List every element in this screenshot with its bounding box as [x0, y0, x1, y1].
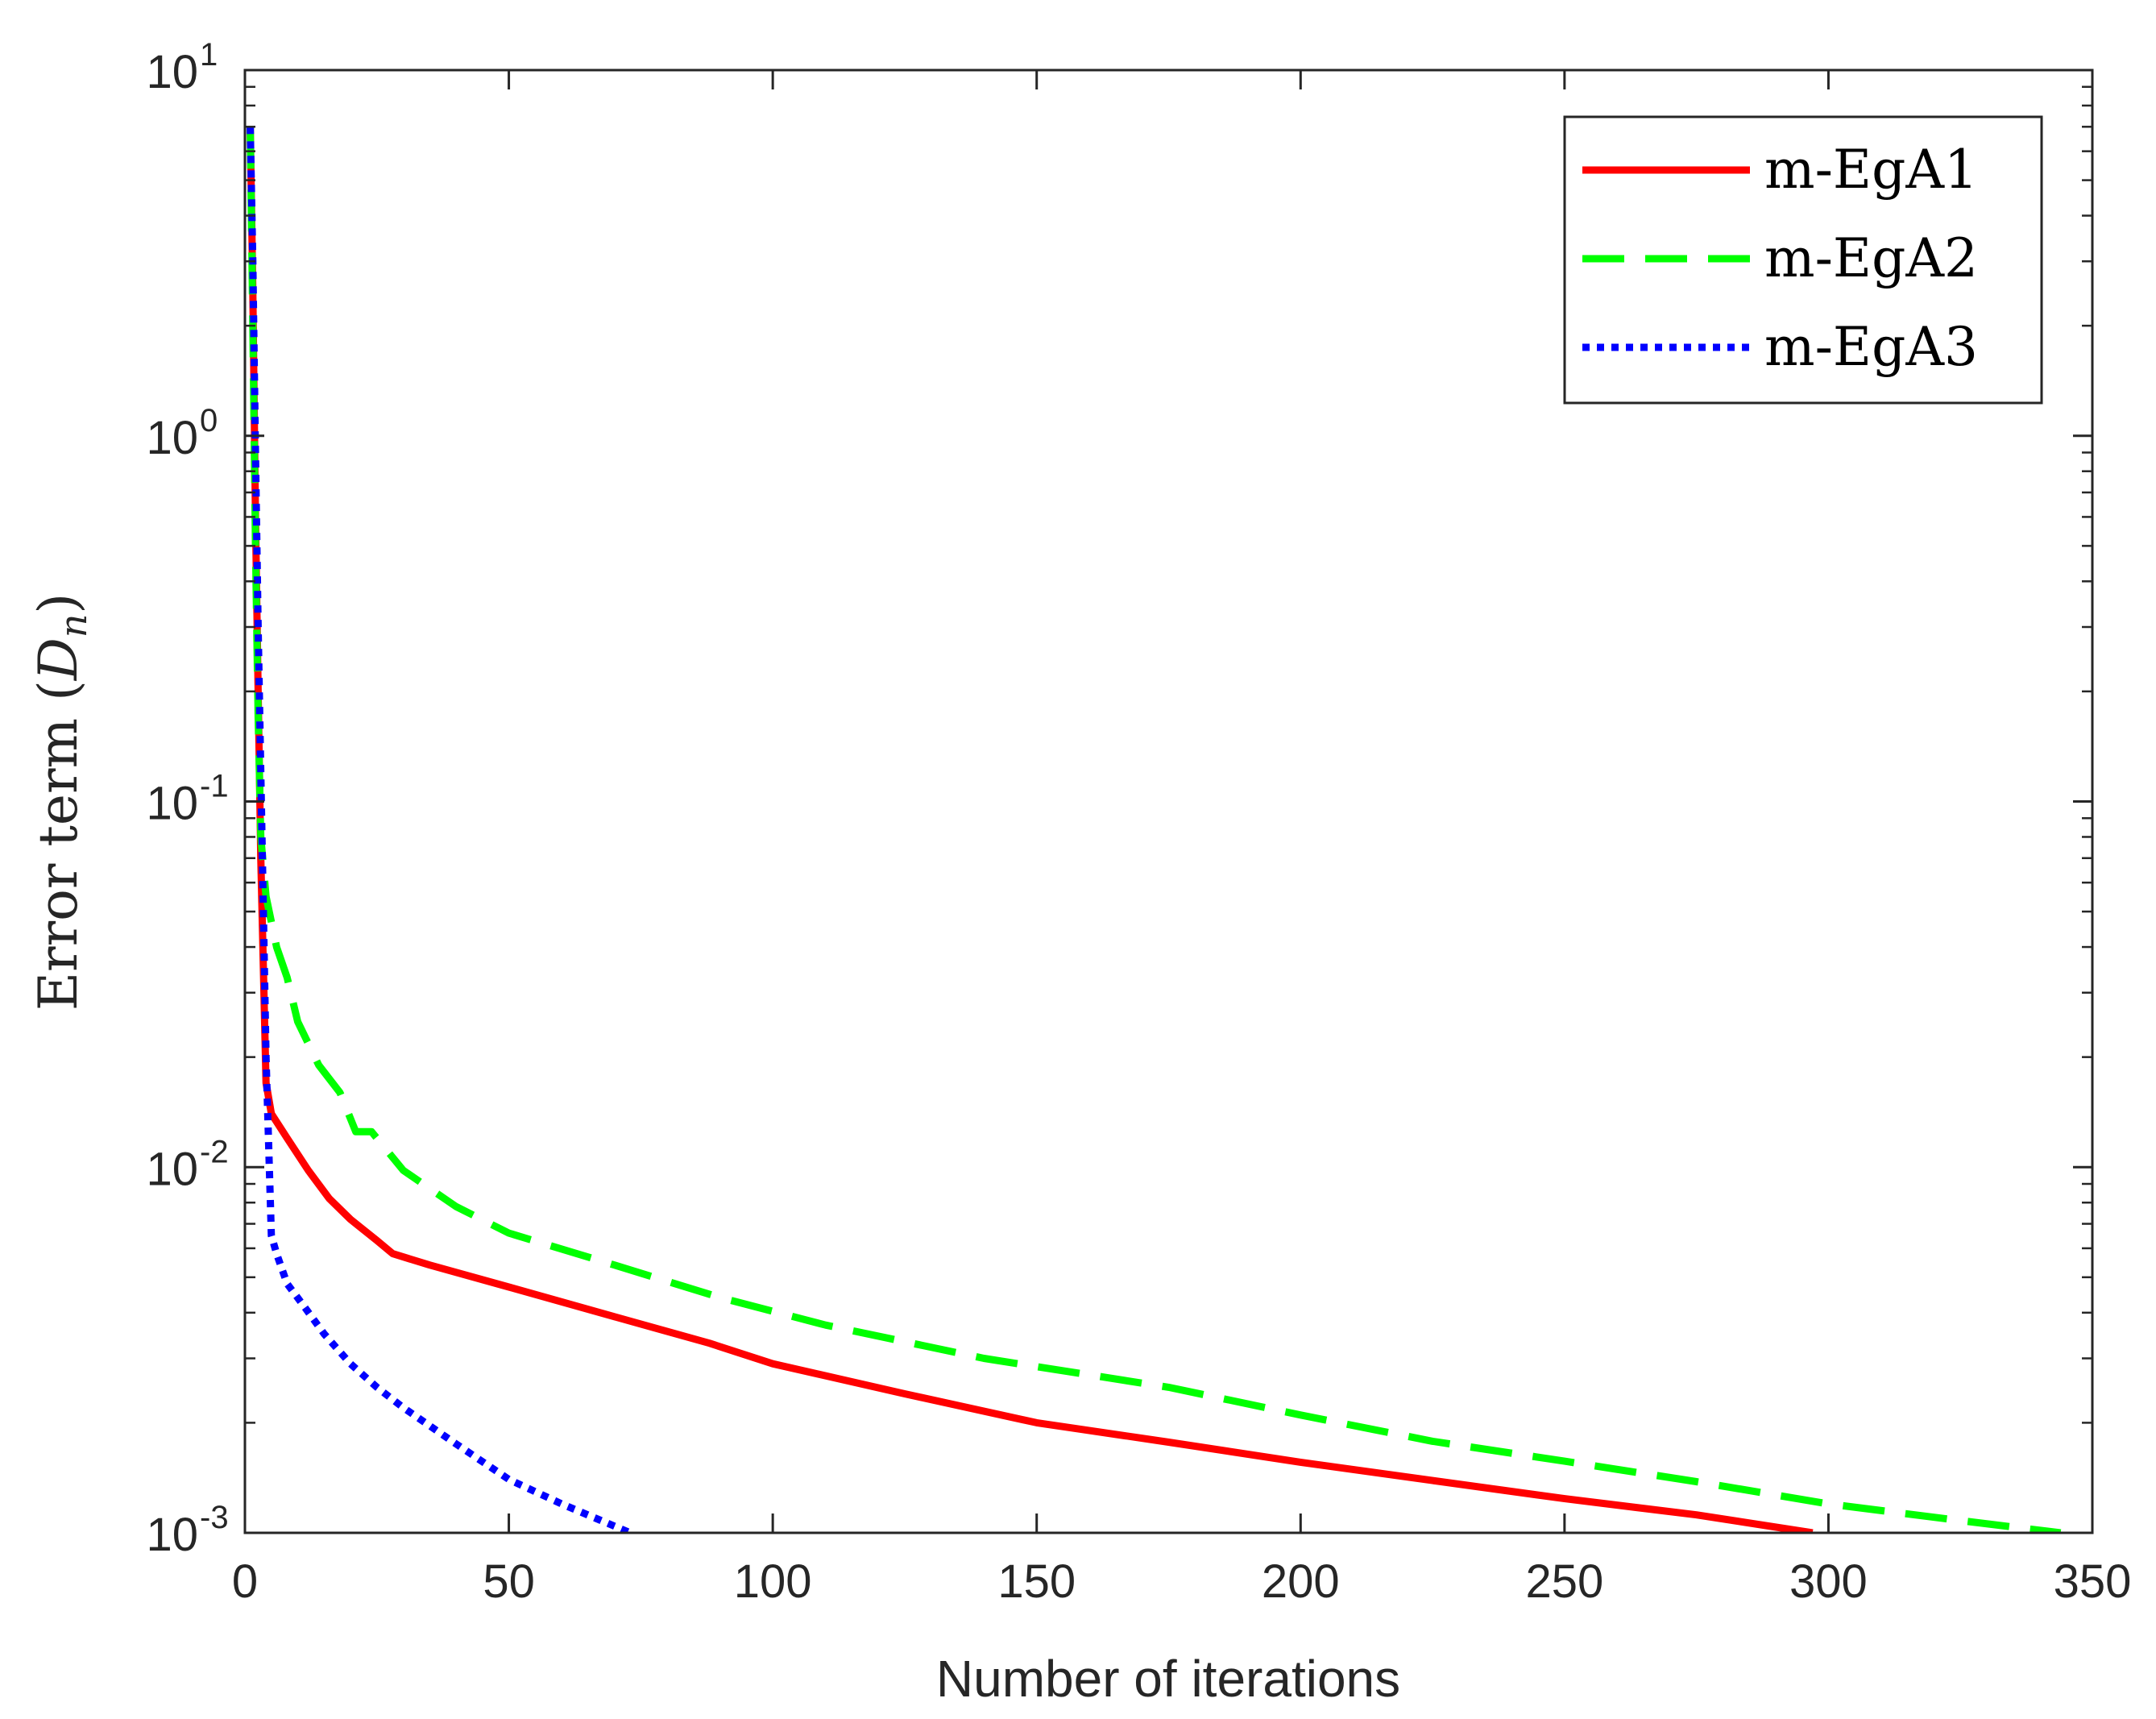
- y-tick-label: 10: [146, 46, 198, 98]
- x-tick-label: 0: [232, 1555, 258, 1608]
- y-tick-label: 10: [146, 1509, 198, 1561]
- x-axis-label: Number of iterations: [936, 1650, 1400, 1708]
- y-axis-label: Error term (Dn): [27, 593, 95, 1011]
- x-tick-label: 250: [1525, 1555, 1603, 1608]
- x-tick-label: 350: [2054, 1555, 2132, 1608]
- y-tick-label: 10: [146, 412, 198, 464]
- x-tick-label: 100: [734, 1555, 812, 1608]
- y-tick-exponent: -3: [200, 1500, 229, 1535]
- series-line-m-ega2: [247, 127, 2062, 1533]
- legend-label-m-ega3: m-EgA3: [1764, 316, 1978, 378]
- legend-label-m-ega1: m-EgA1: [1764, 139, 1978, 201]
- series-line-m-ega1: [247, 127, 1814, 1533]
- x-tick-label: 200: [1262, 1555, 1340, 1608]
- y-tick-exponent: -1: [200, 769, 229, 804]
- x-tick-label: 150: [997, 1555, 1076, 1608]
- y-tick-label: 10: [146, 778, 198, 830]
- x-tick-label: 300: [1789, 1555, 1868, 1608]
- legend-label-m-ega2: m-EgA2: [1764, 227, 1978, 289]
- y-axis-label-prefix: Error term (: [27, 680, 89, 1011]
- x-axis-ticks: 0 50 100 150 200 250 300 350: [232, 70, 2132, 1608]
- x-tick-label: 50: [483, 1555, 535, 1608]
- y-tick-exponent: 1: [200, 37, 218, 73]
- y-tick-label: 10: [146, 1143, 198, 1195]
- y-tick-exponent: 0: [200, 403, 218, 438]
- y-axis-label-subscript: n: [52, 614, 95, 638]
- series-line-m-ega3: [247, 127, 632, 1533]
- y-tick-exponent: -2: [200, 1134, 229, 1169]
- y-axis-label-suffix: ): [27, 593, 89, 614]
- legend-box: [1563, 115, 2043, 405]
- y-axis-label-symbol: D: [27, 637, 89, 681]
- series-layer: [247, 127, 2062, 1533]
- legend: m-EgA1 m-EgA2 m-EgA3: [1563, 115, 2043, 405]
